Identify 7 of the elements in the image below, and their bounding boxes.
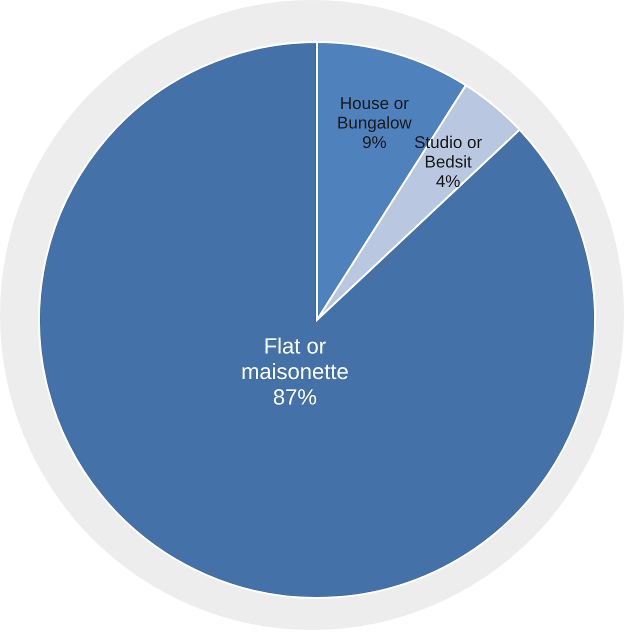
- slice-label: House or Bungalow: [337, 93, 412, 132]
- slice-label: Flat or maisonette: [241, 333, 349, 384]
- data-label: 4%: [436, 172, 460, 191]
- pie-slice: [38, 41, 596, 599]
- data-label: 9%: [362, 132, 387, 152]
- data-label: 87%: [272, 384, 317, 409]
- slice-label: Studio or Bedsit: [414, 132, 482, 171]
